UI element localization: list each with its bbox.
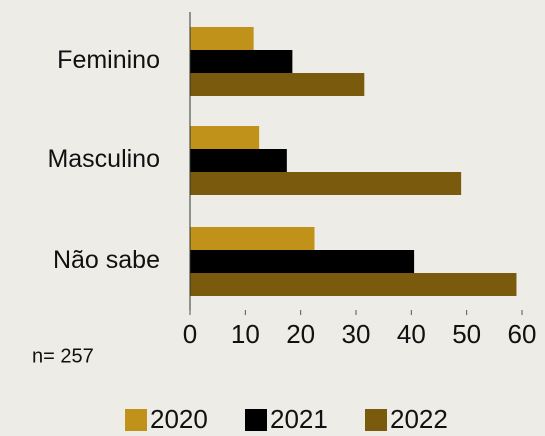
legend-swatch: [365, 409, 387, 431]
legend-swatch: [245, 409, 267, 431]
bar: [190, 149, 287, 172]
bar: [190, 50, 293, 73]
x-tick-label: 50: [452, 319, 481, 349]
category-label: Masculino: [47, 145, 160, 173]
legend-swatch: [125, 409, 147, 431]
bar: [190, 73, 365, 96]
bar: [190, 172, 462, 195]
bar: [190, 227, 315, 250]
x-tick-label: 20: [286, 319, 315, 349]
x-tick-label: 30: [342, 319, 371, 349]
x-tick-label: 0: [183, 319, 197, 349]
category-label: Não sabe: [53, 246, 160, 274]
bar: [190, 250, 415, 273]
legend-label: 2020: [150, 404, 208, 434]
legend-label: 2022: [390, 404, 448, 434]
x-tick-label: 60: [508, 319, 537, 349]
bar: [190, 126, 260, 149]
x-tick-label: 10: [231, 319, 260, 349]
category-label: Feminino: [57, 46, 160, 74]
annotation: n= 257: [32, 345, 94, 367]
x-tick-label: 40: [397, 319, 426, 349]
legend-label: 2021: [270, 404, 328, 434]
bar: [190, 27, 254, 50]
bar: [190, 273, 517, 296]
